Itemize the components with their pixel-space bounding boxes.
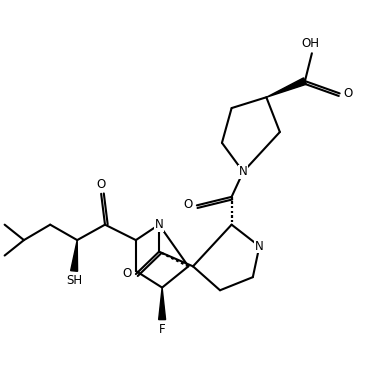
Text: N: N xyxy=(239,165,247,178)
Text: O: O xyxy=(96,178,106,191)
Text: O: O xyxy=(123,267,132,280)
Polygon shape xyxy=(159,288,166,320)
Polygon shape xyxy=(266,78,306,97)
Polygon shape xyxy=(71,240,78,271)
Text: N: N xyxy=(155,218,163,231)
Text: O: O xyxy=(344,87,353,100)
Text: N: N xyxy=(255,240,264,253)
Text: OH: OH xyxy=(301,37,319,50)
Text: SH: SH xyxy=(66,274,82,287)
Text: O: O xyxy=(184,198,193,211)
Text: F: F xyxy=(159,323,166,336)
